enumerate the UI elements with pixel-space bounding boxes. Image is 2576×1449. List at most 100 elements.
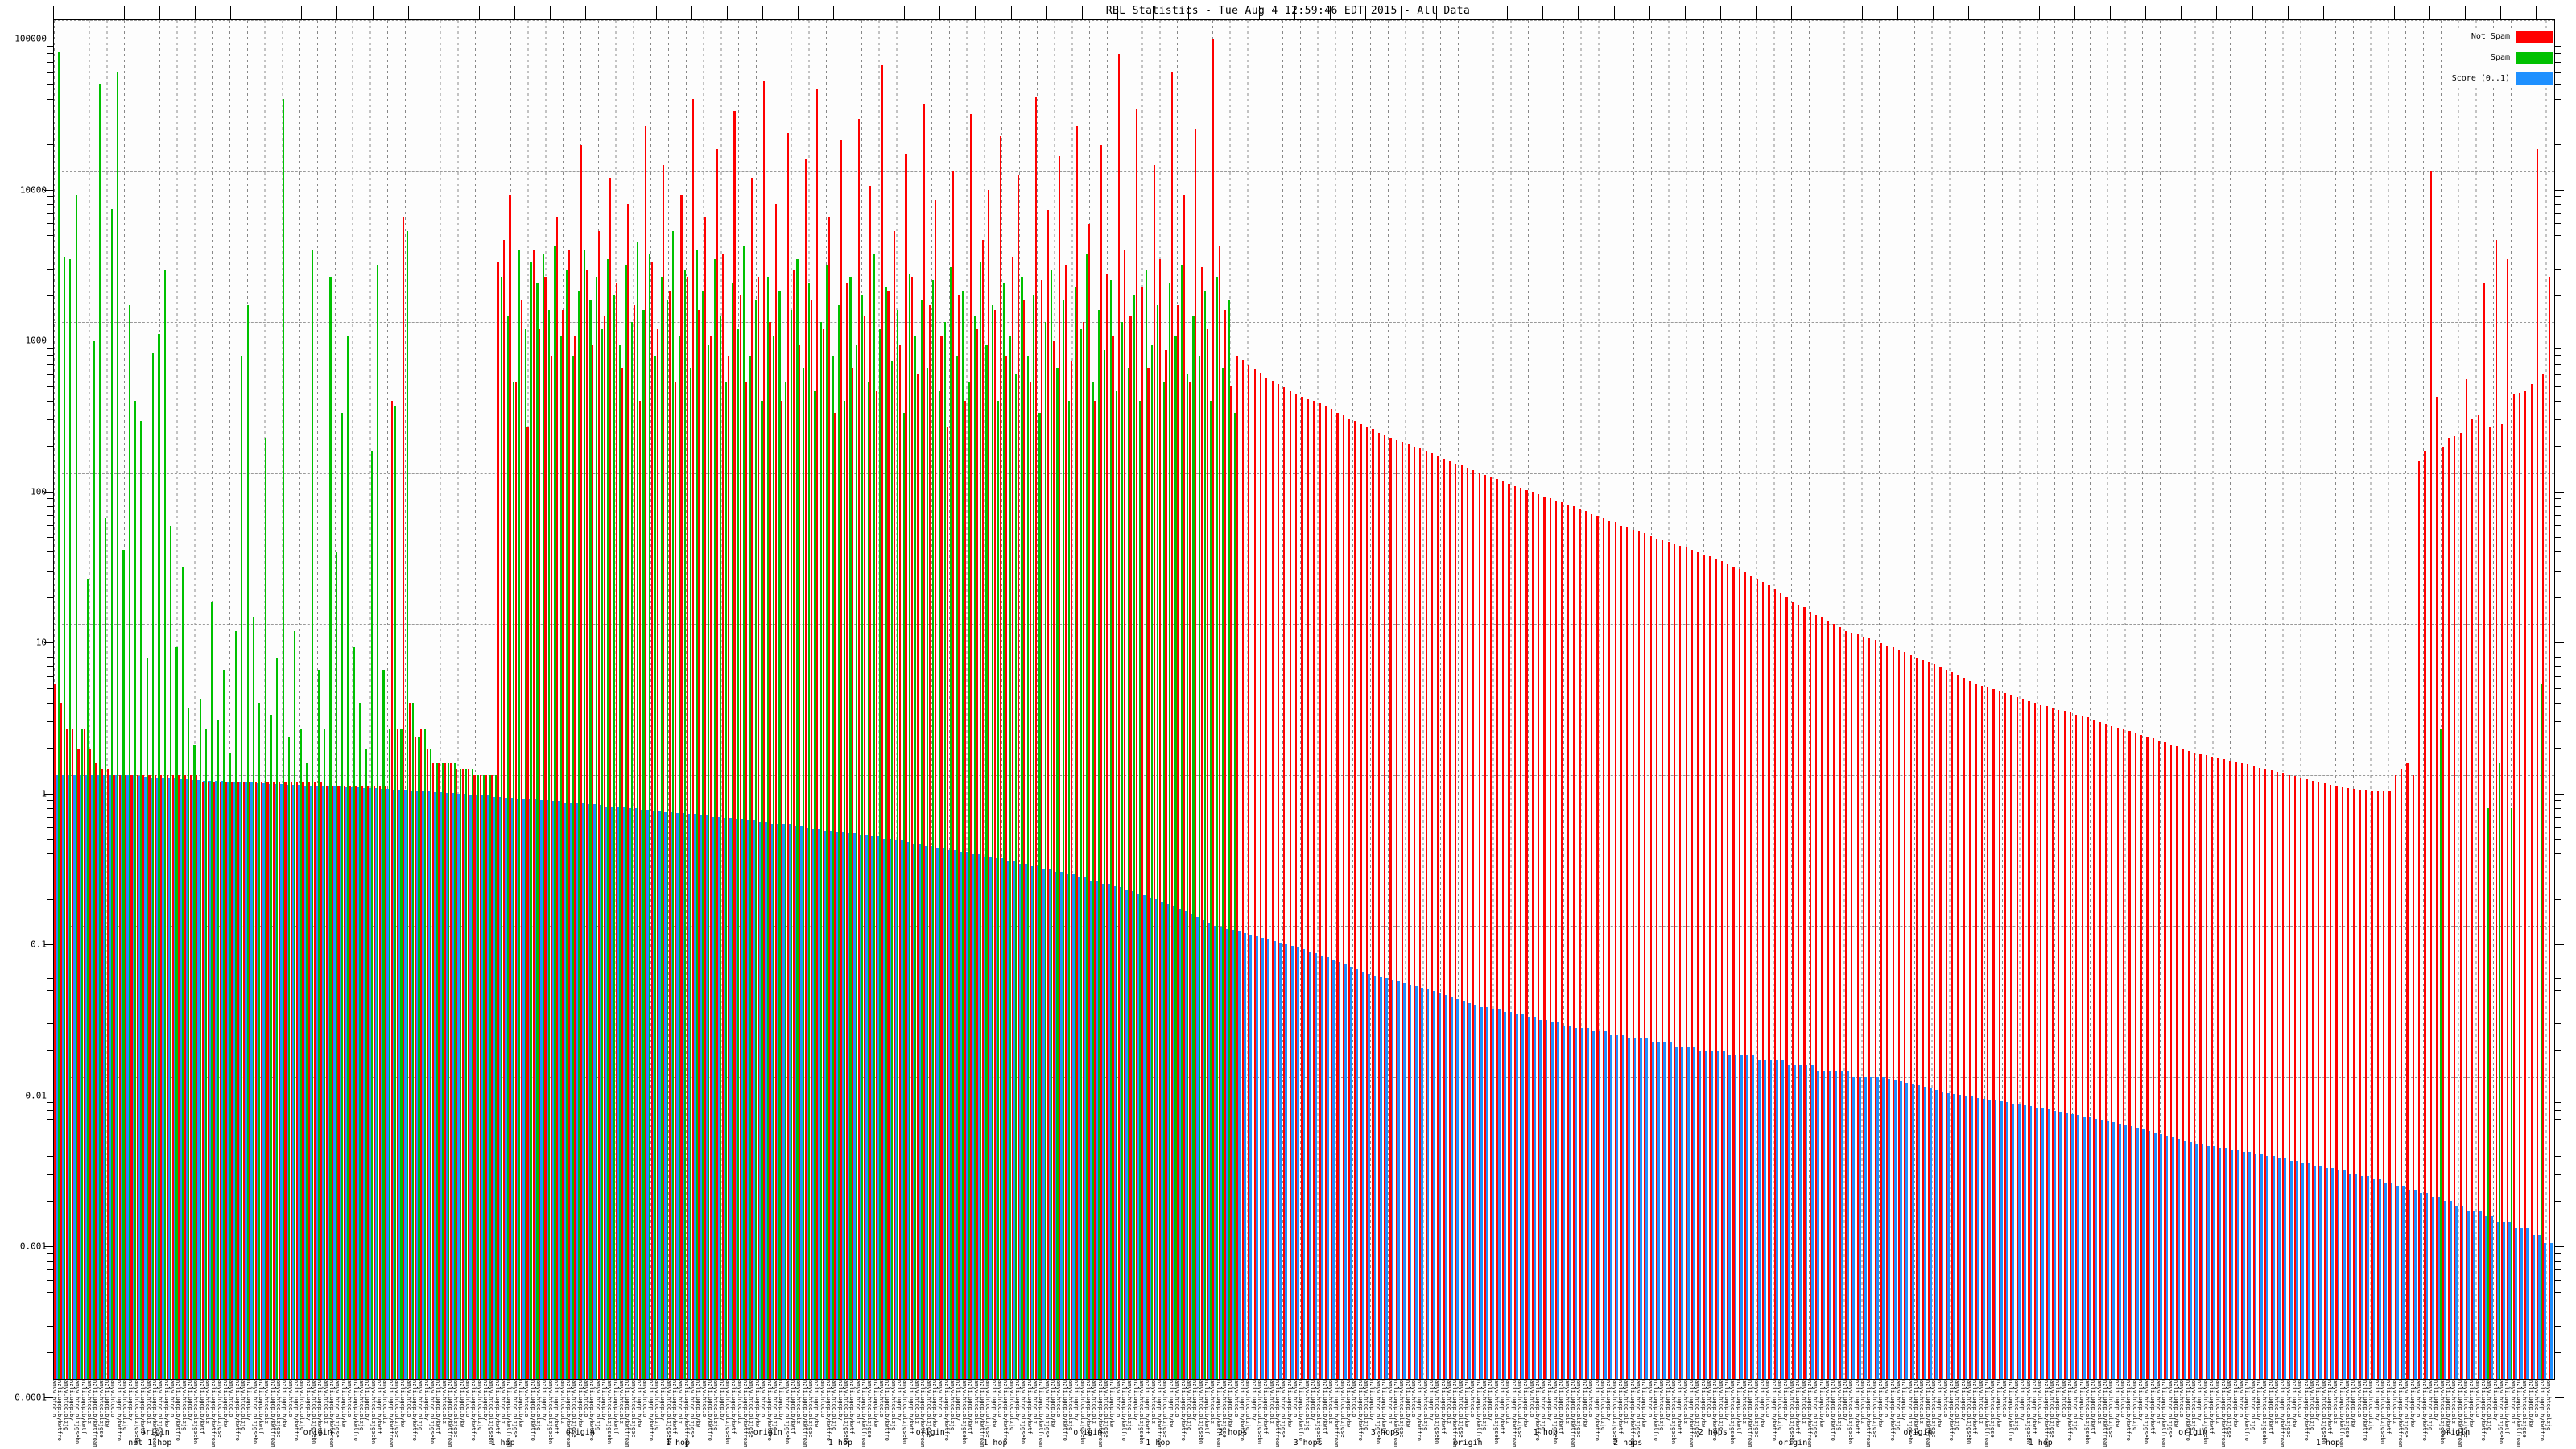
bar-group[interactable] [2442, 20, 2447, 1379]
bar-group[interactable] [1555, 20, 1561, 1379]
bar-group[interactable] [2530, 20, 2537, 1379]
bar-group[interactable] [148, 20, 155, 1379]
bar-group[interactable] [237, 20, 243, 1379]
bar-group[interactable] [2483, 20, 2489, 1379]
bar-group[interactable] [1437, 20, 1443, 1379]
bar-group[interactable] [964, 20, 970, 1379]
bar-group[interactable] [2347, 20, 2353, 1379]
bar-group[interactable] [1490, 20, 1496, 1379]
bar-group[interactable] [1259, 20, 1265, 1379]
bar-group[interactable] [680, 20, 687, 1379]
bar-group[interactable] [1768, 20, 1773, 1379]
bar-group[interactable] [1059, 20, 1064, 1379]
bar-group[interactable] [2205, 20, 2211, 1379]
bar-group[interactable] [656, 20, 663, 1379]
bar-group[interactable] [1070, 20, 1076, 1379]
bar-group[interactable] [1809, 20, 1815, 1379]
bar-group[interactable] [184, 20, 190, 1379]
bar-group[interactable] [171, 20, 178, 1379]
bar-group[interactable] [716, 20, 722, 1379]
bar-group[interactable] [1708, 20, 1715, 1379]
bar-group[interactable] [2270, 20, 2277, 1379]
bar-group[interactable] [1005, 20, 1011, 1379]
bar-group[interactable] [1088, 20, 1094, 1379]
bar-group[interactable] [917, 20, 923, 1379]
bar-group[interactable] [2069, 20, 2075, 1379]
bar-group[interactable] [1897, 20, 1904, 1379]
bar-group[interactable] [373, 20, 379, 1379]
bar-group[interactable] [1868, 20, 1874, 1379]
bar-group[interactable] [1100, 20, 1106, 1379]
bar-group[interactable] [935, 20, 940, 1379]
bar-group[interactable] [686, 20, 692, 1379]
bar-group[interactable] [2406, 20, 2412, 1379]
bar-group[interactable] [692, 20, 698, 1379]
bar-group[interactable] [710, 20, 716, 1379]
bar-group[interactable] [361, 20, 367, 1379]
bar-group[interactable] [2164, 20, 2169, 1379]
bar-group[interactable] [1508, 20, 1513, 1379]
bar-group[interactable] [757, 20, 763, 1379]
bar-group[interactable] [1301, 20, 1307, 1379]
bar-group[interactable] [2111, 20, 2116, 1379]
bar-group[interactable] [1980, 20, 1987, 1379]
bar-group[interactable] [2247, 20, 2252, 1379]
bar-group[interactable] [1632, 20, 1638, 1379]
bar-group[interactable] [2512, 20, 2519, 1379]
bar-group[interactable] [77, 20, 84, 1379]
bar-group[interactable] [1324, 20, 1331, 1379]
bar-group[interactable] [514, 20, 521, 1379]
bar-group[interactable] [279, 20, 284, 1379]
bar-group[interactable] [2371, 20, 2376, 1379]
bar-group[interactable] [881, 20, 887, 1379]
bar-group[interactable] [1531, 20, 1538, 1379]
bar-group[interactable] [2353, 20, 2359, 1379]
bar-group[interactable] [1052, 20, 1059, 1379]
bar-group[interactable] [1360, 20, 1366, 1379]
bar-group[interactable] [1720, 20, 1727, 1379]
bar-group[interactable] [1466, 20, 1472, 1379]
bar-group[interactable] [1195, 20, 1200, 1379]
bar-group[interactable] [1342, 20, 1348, 1379]
bar-group[interactable] [468, 20, 473, 1379]
bar-group[interactable] [2288, 20, 2294, 1379]
bar-group[interactable] [1591, 20, 1596, 1379]
bar-group[interactable] [2536, 20, 2542, 1379]
bar-group[interactable] [1241, 20, 1248, 1379]
bar-group[interactable] [745, 20, 751, 1379]
bar-group[interactable] [1874, 20, 1880, 1379]
bar-group[interactable] [822, 20, 828, 1379]
bar-group[interactable] [2240, 20, 2247, 1379]
bar-group[interactable] [1821, 20, 1827, 1379]
bar-group[interactable] [852, 20, 857, 1379]
bar-group[interactable] [485, 20, 491, 1379]
bar-group[interactable] [1915, 20, 1922, 1379]
bar-group[interactable] [101, 20, 107, 1379]
bar-group[interactable] [2051, 20, 2058, 1379]
bar-group[interactable] [857, 20, 864, 1379]
bar-group[interactable] [1372, 20, 1377, 1379]
bar-group[interactable] [2300, 20, 2306, 1379]
bar-group[interactable] [509, 20, 515, 1379]
bar-group[interactable] [337, 20, 344, 1379]
bar-group[interactable] [2518, 20, 2524, 1379]
bar-group[interactable] [396, 20, 402, 1379]
bar-group[interactable] [2489, 20, 2495, 1379]
bar-group[interactable] [1957, 20, 1963, 1379]
bar-group[interactable] [2459, 20, 2466, 1379]
bar-group[interactable] [1673, 20, 1679, 1379]
bar-group[interactable] [1112, 20, 1118, 1379]
bar-group[interactable] [704, 20, 710, 1379]
bar-group[interactable] [266, 20, 273, 1379]
bar-group[interactable] [1419, 20, 1425, 1379]
bar-group[interactable] [556, 20, 562, 1379]
bar-group[interactable] [1283, 20, 1289, 1379]
bar-group[interactable] [449, 20, 456, 1379]
bar-group[interactable] [2276, 20, 2282, 1379]
bar-group[interactable] [940, 20, 947, 1379]
bar-group[interactable] [1064, 20, 1071, 1379]
bar-group[interactable] [1307, 20, 1313, 1379]
bar-group[interactable] [1336, 20, 1342, 1379]
bar-group[interactable] [1159, 20, 1165, 1379]
legend-item[interactable]: Score (0..1) [2452, 72, 2553, 85]
